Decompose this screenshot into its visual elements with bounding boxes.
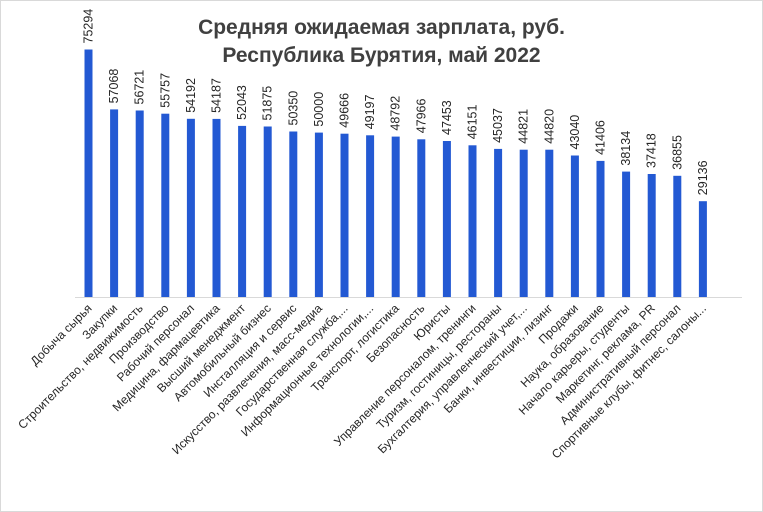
value-label: 29136 (696, 160, 710, 195)
value-label: 38134 (619, 131, 633, 166)
bar (366, 135, 375, 297)
bar (570, 155, 579, 297)
value-label: 56721 (133, 70, 147, 105)
value-label: 48792 (389, 96, 403, 131)
bar (596, 160, 605, 297)
bar (647, 174, 656, 297)
value-label: 57068 (107, 69, 121, 104)
bar (314, 132, 323, 297)
value-label: 50000 (312, 92, 326, 127)
bar (519, 149, 528, 297)
bar (263, 126, 272, 297)
bar (442, 141, 451, 297)
value-label: 43040 (568, 115, 582, 150)
bar (340, 133, 349, 297)
bar (391, 136, 400, 297)
chart-title: Средняя ожидаемая зарплата, руб. (198, 16, 565, 39)
chart-title-block: Средняя ожидаемая зарплата, руб. Республ… (0, 14, 763, 70)
bar (186, 118, 195, 297)
value-label: 46151 (466, 104, 480, 139)
value-label: 47966 (414, 98, 428, 133)
value-label: 50350 (286, 91, 300, 126)
value-label: 54192 (184, 78, 198, 113)
bar (289, 131, 298, 297)
value-label: 75294 (82, 9, 96, 44)
value-label: 45037 (491, 108, 505, 143)
value-label: 37418 (645, 133, 659, 168)
chart-subtitle: Республика Бурятия, май 2022 (222, 44, 541, 67)
bar (545, 149, 554, 297)
value-label: 44821 (517, 109, 531, 144)
value-label: 47453 (440, 100, 454, 135)
value-labels-group: 75294 57068 56721 55757 54192 54187 52043 51875… (82, 9, 710, 196)
value-label: 41406 (594, 120, 608, 155)
value-label: 49666 (338, 93, 352, 128)
bars-group (84, 49, 707, 298)
value-label: 49197 (363, 94, 377, 129)
bar (110, 109, 119, 298)
bar (622, 171, 631, 297)
bar (212, 118, 221, 298)
bar (468, 145, 477, 297)
value-label: 36855 (670, 135, 684, 170)
bar (238, 125, 247, 298)
bar (161, 113, 170, 297)
bar (698, 201, 707, 297)
bar (673, 175, 682, 297)
value-label: 51875 (261, 86, 275, 121)
bar (494, 148, 503, 297)
value-label: 44820 (542, 109, 556, 144)
bar (84, 49, 93, 297)
value-label: 52043 (235, 85, 249, 120)
bar (417, 139, 426, 297)
value-label: 55757 (158, 73, 172, 108)
value-label: 54187 (210, 78, 224, 113)
bar (135, 110, 144, 297)
